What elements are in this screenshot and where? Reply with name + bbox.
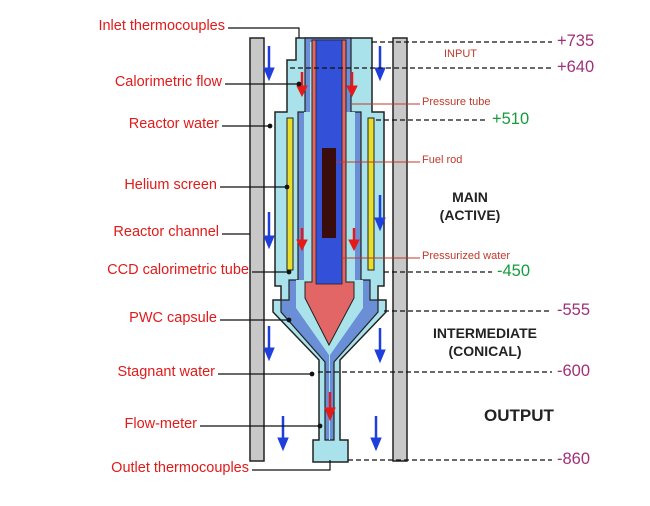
section-intermediate-title: INTERMEDIATE xyxy=(433,325,537,341)
leader-outlet-thermocouples xyxy=(252,460,331,471)
section-output: OUTPUT xyxy=(484,406,554,425)
label-pwc-capsule: PWC capsule xyxy=(129,310,217,326)
label-inlet-thermocouples: Inlet thermocouples xyxy=(98,18,225,34)
section-main-subtitle: (ACTIVE) xyxy=(439,207,501,223)
elevation-735: +735 xyxy=(557,32,595,50)
arrow-down-red xyxy=(296,228,308,252)
elevation-555: -555 xyxy=(557,301,591,319)
label-pressure-tube: Pressure tube xyxy=(422,96,491,108)
arrow-down-blue xyxy=(263,326,275,362)
arrow-down-blue xyxy=(263,46,275,82)
label-stagnant-water: Stagnant water xyxy=(117,364,215,380)
left-leader-lines xyxy=(200,27,331,471)
downflow-arrows xyxy=(263,46,386,452)
label-helium-screen: Helium screen xyxy=(124,177,217,193)
inner-leader-lines xyxy=(336,103,420,259)
arrow-down-blue xyxy=(374,46,386,82)
arrow-down-blue xyxy=(277,416,289,452)
leader-dot xyxy=(286,269,292,275)
label-ccd-calorimetric-tube: CCD calorimetric tube xyxy=(107,262,249,278)
leader-dot xyxy=(284,184,290,190)
leader-dot xyxy=(286,317,292,323)
arrow-down-red xyxy=(324,392,336,422)
elevation-510: +510 xyxy=(492,110,530,128)
elevation-640: +640 xyxy=(557,58,595,76)
elevation-860: -860 xyxy=(557,450,591,468)
section-main: MAIN (ACTIVE) xyxy=(420,188,520,224)
elevation-lines xyxy=(290,41,552,461)
coolant-arrows xyxy=(296,72,360,422)
label-outlet-thermocouples: Outlet thermocouples xyxy=(111,460,249,476)
reactor-channel-right-wall xyxy=(392,37,408,462)
elevation-450: -450 xyxy=(497,262,531,280)
label-reactor-water: Reactor water xyxy=(128,116,219,132)
reactor-channel-left-wall xyxy=(249,37,265,462)
label-fuel-rod: Fuel rod xyxy=(422,154,463,166)
arrow-down-blue xyxy=(374,195,386,232)
leader-dot xyxy=(309,371,315,377)
leader-inlet-thermocouples xyxy=(228,27,300,38)
arrow-down-red xyxy=(348,228,360,252)
section-intermediate-subtitle: (CONICAL) xyxy=(448,343,522,359)
fuel-rod xyxy=(322,148,336,238)
arrow-down-red xyxy=(296,72,308,98)
arrow-down-red xyxy=(346,72,358,98)
leader-dot xyxy=(267,123,273,129)
label-calorimetric-flow: Calorimetric flow xyxy=(114,74,222,90)
leader-dot xyxy=(317,423,323,429)
section-main-title: MAIN xyxy=(452,189,488,205)
label-pressurized-water: Pressurized water xyxy=(422,250,511,262)
arrow-down-blue xyxy=(374,328,386,364)
helium-screen-left xyxy=(286,117,294,271)
helium-screen-right xyxy=(367,117,375,271)
leader-dot xyxy=(296,81,302,87)
elevation-600: -600 xyxy=(557,362,591,380)
label-reactor-channel: Reactor channel xyxy=(113,224,219,240)
arrow-down-blue xyxy=(370,416,382,452)
label-input: INPUT xyxy=(444,48,477,60)
arrow-down-blue xyxy=(263,212,275,250)
section-intermediate: INTERMEDIATE (CONICAL) xyxy=(420,324,550,360)
label-flow-meter: Flow-meter xyxy=(124,416,197,432)
